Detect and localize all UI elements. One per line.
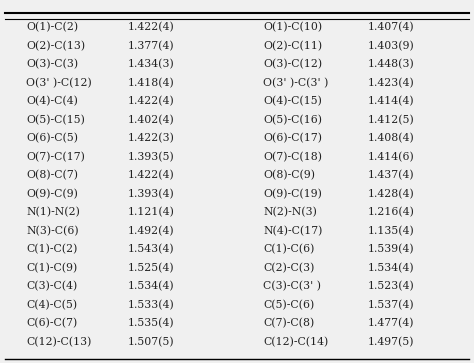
Text: O(9)-C(19): O(9)-C(19)	[263, 189, 322, 199]
Text: C(6)-C(7): C(6)-C(7)	[26, 318, 77, 329]
Text: C(1)-C(9): C(1)-C(9)	[26, 263, 77, 273]
Text: 1.135(4): 1.135(4)	[367, 226, 414, 236]
Text: O(6)-C(5): O(6)-C(5)	[26, 133, 78, 143]
Text: 1.403(9): 1.403(9)	[367, 41, 414, 51]
Text: 1.418(4): 1.418(4)	[128, 78, 175, 88]
Text: 1.422(4): 1.422(4)	[128, 22, 175, 32]
Text: 1.448(3): 1.448(3)	[367, 59, 414, 69]
Text: O(5)-C(16): O(5)-C(16)	[263, 115, 322, 125]
Text: N(2)-N(3): N(2)-N(3)	[263, 207, 317, 217]
Text: C(2)-C(3): C(2)-C(3)	[263, 263, 314, 273]
Text: O(8)-C(7): O(8)-C(7)	[26, 170, 78, 180]
Text: C(12)-C(13): C(12)-C(13)	[26, 337, 91, 347]
Text: C(4)-C(5): C(4)-C(5)	[26, 300, 77, 310]
Text: 1.533(4): 1.533(4)	[128, 300, 175, 310]
Text: 1.402(4): 1.402(4)	[128, 115, 175, 125]
Text: O(2)-C(11): O(2)-C(11)	[263, 41, 322, 51]
Text: 1.393(4): 1.393(4)	[128, 189, 175, 199]
Text: C(1)-C(2): C(1)-C(2)	[26, 244, 77, 254]
Text: 1.407(4): 1.407(4)	[367, 22, 414, 32]
Text: 1.477(4): 1.477(4)	[367, 318, 414, 329]
Text: 1.507(5): 1.507(5)	[128, 337, 174, 347]
Text: 1.534(4): 1.534(4)	[367, 263, 414, 273]
Text: 1.414(4): 1.414(4)	[367, 96, 414, 106]
Text: N(1)-N(2): N(1)-N(2)	[26, 207, 80, 217]
Text: C(1)-C(6): C(1)-C(6)	[263, 244, 314, 254]
Text: 1.497(5): 1.497(5)	[367, 337, 414, 347]
Text: O(3)-C(3): O(3)-C(3)	[26, 59, 78, 69]
Text: 1.539(4): 1.539(4)	[367, 244, 414, 254]
Text: 1.534(4): 1.534(4)	[128, 281, 174, 291]
Text: O(3' )-C(12): O(3' )-C(12)	[26, 78, 92, 88]
Text: N(3)-C(6): N(3)-C(6)	[26, 226, 79, 236]
Text: O(7)-C(18): O(7)-C(18)	[263, 152, 322, 162]
Text: 1.437(4): 1.437(4)	[367, 170, 414, 180]
Text: 1.377(4): 1.377(4)	[128, 41, 174, 51]
Text: C(3)-C(4): C(3)-C(4)	[26, 281, 77, 291]
Text: N(4)-C(17): N(4)-C(17)	[263, 226, 322, 236]
Text: O(4)-C(4): O(4)-C(4)	[26, 96, 78, 106]
Text: 1.492(4): 1.492(4)	[128, 226, 174, 236]
Text: O(8)-C(9): O(8)-C(9)	[263, 170, 315, 180]
Text: C(7)-C(8): C(7)-C(8)	[263, 318, 314, 329]
Text: 1.422(4): 1.422(4)	[128, 170, 175, 180]
Text: C(3)-C(3' ): C(3)-C(3' )	[263, 281, 321, 291]
Text: C(12)-C(14): C(12)-C(14)	[263, 337, 328, 347]
Text: 1.434(3): 1.434(3)	[128, 59, 175, 69]
Text: 1.525(4): 1.525(4)	[128, 263, 174, 273]
Text: 1.537(4): 1.537(4)	[367, 300, 414, 310]
Text: O(9)-C(9): O(9)-C(9)	[26, 189, 78, 199]
Text: 1.121(4): 1.121(4)	[128, 207, 175, 217]
Text: 1.412(5): 1.412(5)	[367, 115, 414, 125]
Text: O(1)-C(2): O(1)-C(2)	[26, 22, 78, 32]
Text: 1.422(3): 1.422(3)	[128, 133, 175, 143]
Text: C(5)-C(6): C(5)-C(6)	[263, 300, 314, 310]
Text: O(5)-C(15): O(5)-C(15)	[26, 115, 85, 125]
Text: O(3)-C(12): O(3)-C(12)	[263, 59, 322, 69]
Text: 1.408(4): 1.408(4)	[367, 133, 414, 143]
Text: 1.523(4): 1.523(4)	[367, 281, 414, 291]
Text: 1.535(4): 1.535(4)	[128, 318, 174, 329]
Text: O(1)-C(10): O(1)-C(10)	[263, 22, 322, 32]
Text: 1.414(6): 1.414(6)	[367, 152, 414, 162]
Text: O(4)-C(15): O(4)-C(15)	[263, 96, 322, 106]
Text: 1.428(4): 1.428(4)	[367, 189, 414, 199]
Text: 1.543(4): 1.543(4)	[128, 244, 174, 254]
Text: O(3' )-C(3' ): O(3' )-C(3' )	[263, 78, 328, 88]
Text: O(2)-C(13): O(2)-C(13)	[26, 41, 85, 51]
Text: 1.423(4): 1.423(4)	[367, 78, 414, 88]
Text: 1.393(5): 1.393(5)	[128, 152, 175, 162]
Text: O(6)-C(17): O(6)-C(17)	[263, 133, 322, 143]
Text: 1.422(4): 1.422(4)	[128, 96, 175, 106]
Text: O(7)-C(17): O(7)-C(17)	[26, 152, 85, 162]
Text: 1.216(4): 1.216(4)	[367, 207, 414, 217]
